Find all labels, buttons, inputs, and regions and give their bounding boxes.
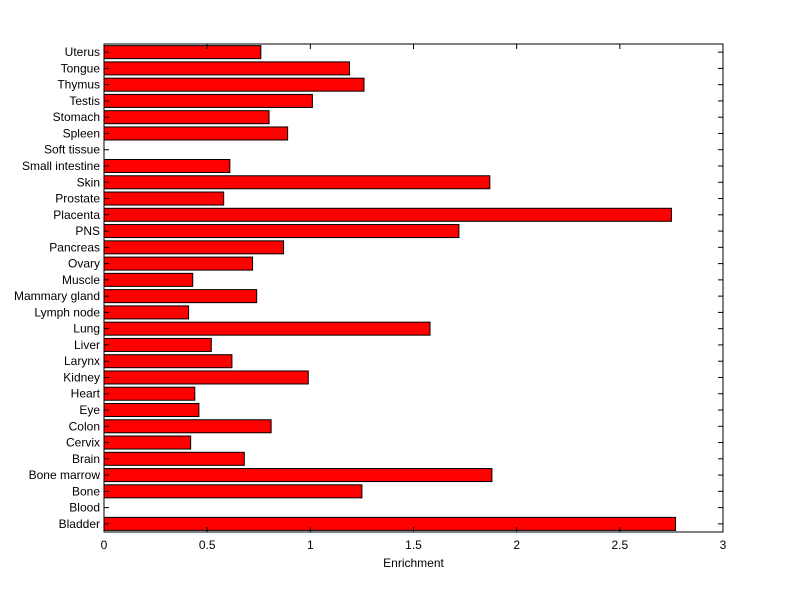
y-tick-label-larynx: Larynx [64,354,100,368]
y-tick-label-spleen: Spleen [63,126,100,140]
bar-stomach [103,110,270,125]
x-tick-label: 2.5 [611,538,628,552]
bar-eye [103,402,200,418]
x-tick-label: 1 [307,538,314,552]
y-tick-label-skin: Skin [77,175,100,189]
y-tick-label-tongue: Tongue [61,61,101,75]
y-tick-label-muscle: Muscle [62,273,100,287]
bar-uterus [103,45,262,60]
bar-lung [103,321,431,336]
bar-brain [103,451,245,466]
y-tick-label-uterus: Uterus [65,45,100,59]
y-tick-label-heart: Heart [71,387,101,401]
bar-heart [103,386,196,401]
bar-muscle [103,272,194,287]
y-tick-label-mammary-gland: Mammary gland [14,289,100,303]
axis-ticks-group [103,44,724,532]
bar-spleen [103,126,289,141]
y-tick-label-stomach: Stomach [53,110,100,124]
bar-kidney [103,370,309,385]
y-tick-label-colon: Colon [69,419,100,433]
bar-thymus [103,77,365,92]
x-tick-label: 0 [101,538,108,552]
y-tick-label-lung: Lung [73,322,100,336]
y-tick-label-liver: Liver [74,338,100,352]
y-tick-label-blood: Blood [69,501,100,515]
bar-testis [103,93,313,108]
bar-liver [103,337,212,352]
y-tick-label-bone: Bone [72,484,100,498]
bar-tongue [103,61,351,76]
bar-lymph-node [103,305,190,320]
y-tick-label-lymph-node: Lymph node [34,305,100,319]
bar-small-intestine [103,158,231,174]
bar-mammary-gland [103,289,258,304]
bar-pns [103,224,460,239]
bar-ovary [103,256,254,271]
bar-larynx [103,354,233,369]
y-tick-label-eye: Eye [79,403,100,417]
x-tick-label: 3 [720,538,727,552]
y-tick-label-placenta: Placenta [53,208,100,222]
y-tick-label-ovary: Ovary [68,257,100,271]
x-tick-label: 1.5 [405,538,422,552]
y-tick-label-kidney: Kidney [63,370,100,384]
y-tick-label-prostate: Prostate [55,192,100,206]
x-axis-tick-labels: 0 0.5 1 1.5 2 2.5 3 [101,538,727,552]
bar-cervix [103,435,192,450]
bar-prostate [103,191,225,206]
bar-pancreas [103,240,285,255]
y-tick-label-bladder: Bladder [59,517,100,531]
bar-skin [103,175,491,190]
y-tick-label-cervix: Cervix [66,436,100,450]
x-axis-label: Enrichment [383,556,444,570]
y-tick-label-thymus: Thymus [57,78,100,92]
x-tick-label: 2 [513,538,520,552]
bar-bladder [103,516,677,531]
y-tick-label-brain: Brain [72,452,100,466]
bar-bone [103,484,363,499]
y-tick-label-pns: PNS [75,224,100,238]
y-tick-label-pancreas: Pancreas [49,240,100,254]
x-tick-label: 0.5 [199,538,216,552]
y-axis-tick-labels: Bladder Blood Bone Bone marrow Brain Cervix Co… [14,45,101,531]
bar-placenta [103,207,672,222]
bar-colon [103,419,272,434]
bar-bone-marrow [103,468,493,483]
y-tick-label-small-intestine: Small intestine [22,159,100,173]
y-tick-label-soft-tissue: Soft tissue [44,143,100,157]
y-tick-label-testis: Testis [69,94,100,108]
y-tick-label-bone-marrow: Bone marrow [29,468,101,482]
